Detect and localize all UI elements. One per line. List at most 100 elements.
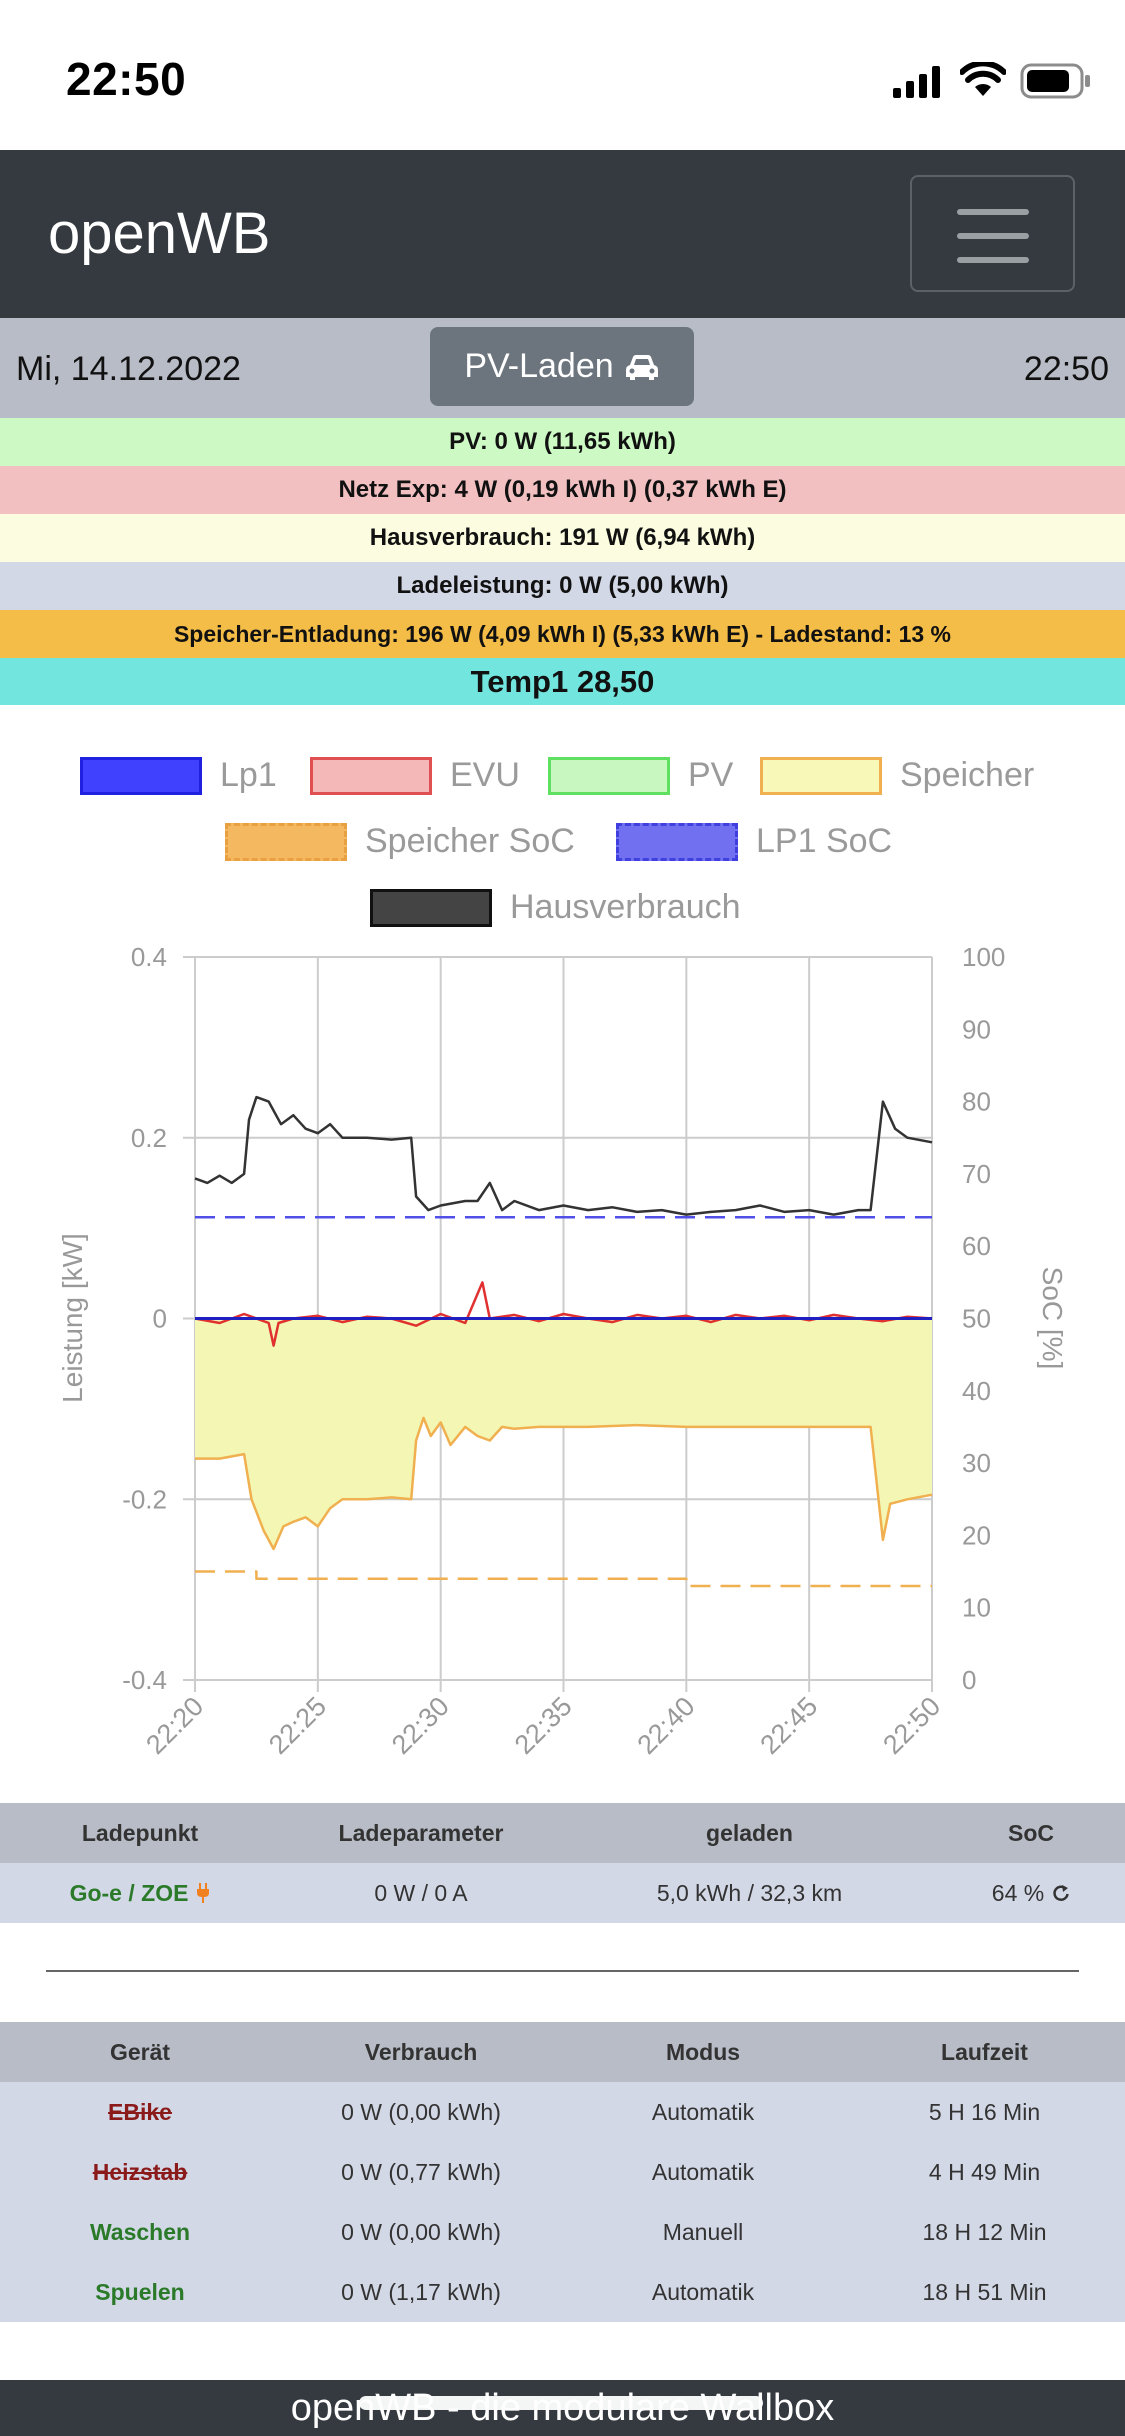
geraete-table-header: Gerät Verbrauch Modus Laufzeit — [0, 2022, 1125, 2082]
y-axis-label: Leistung [kW] — [57, 1233, 88, 1403]
verbrauch-cell: 0 W (1,17 kWh) — [341, 2278, 501, 2305]
verbrauch-cell: 0 W (0,77 kWh) — [341, 2158, 501, 2185]
x-tick-label: 22:35 — [509, 1691, 578, 1760]
legend-swatch-lp1-soc — [616, 822, 738, 861]
y2-tick-label: 80 — [962, 1087, 991, 1117]
verbrauch-cell: 0 W (0,00 kWh) — [341, 2098, 501, 2125]
y2-tick-label: 10 — [962, 1593, 991, 1623]
wifi-icon — [960, 62, 1006, 96]
legend-label: LP1 SoC — [756, 822, 893, 860]
legend-item-hausverbrauch[interactable]: Hausverbrauch — [370, 888, 741, 927]
geraet-name-cell[interactable]: EBike — [108, 2098, 172, 2125]
geraet-name-cell[interactable]: Heizstab — [92, 2158, 188, 2185]
geladen-cell: 5,0 kWh / 32,3 km — [656, 1879, 843, 1906]
legend-swatch-pv — [548, 756, 670, 795]
col-header-geladen: geladen — [706, 1819, 793, 1846]
y2-tick-label: 40 — [962, 1376, 991, 1406]
legend-label: Hausverbrauch — [510, 888, 741, 926]
legend-item-lp1-soc[interactable]: LP1 SoC — [616, 822, 892, 861]
col-header-verbrauch: Verbrauch — [364, 2038, 478, 2065]
status-clock: 22:50 — [66, 53, 187, 105]
soc-value: 64 % — [991, 1879, 1045, 1906]
legend-label: Lp1 — [220, 756, 277, 794]
ladeleistung-info-row: Ladeleistung: 0 W (5,00 kWh) — [0, 562, 1125, 610]
speicher-info-row: Speicher-Entladung: 196 W (4,09 kWh I) (… — [0, 610, 1125, 658]
status-bar: 22:50 — [0, 0, 1125, 150]
ladeparameter-cell: 0 W / 0 A — [374, 1879, 468, 1906]
brand-logo[interactable]: openWB — [48, 201, 271, 266]
home-indicator[interactable] — [359, 2396, 763, 2410]
y-tick-label: -0.4 — [122, 1665, 167, 1695]
legend-label: Speicher — [900, 756, 1035, 794]
legend-item-lp1[interactable]: Lp1 — [80, 756, 277, 795]
laufzeit-cell: 18 H 12 Min — [922, 2218, 1047, 2245]
netz-info-row: Netz Exp: 4 W (0,19 kWh I) (0,37 kWh E) — [0, 466, 1125, 514]
car-icon — [625, 354, 658, 380]
hamburger-menu-button[interactable] — [910, 175, 1075, 292]
soc-cell: 64 % — [937, 1863, 1125, 1923]
x-tick-label: 22:20 — [140, 1691, 209, 1760]
y2-tick-label: 0 — [962, 1665, 976, 1695]
series-line-hausverbrauch — [194, 1095, 933, 1216]
hamburger-bar — [957, 257, 1029, 263]
refresh-icon[interactable] — [1052, 1884, 1070, 1902]
col-header-ladeparameter: Ladeparameter — [338, 1819, 504, 1846]
modus-cell: Automatik — [651, 2278, 755, 2305]
modus-cell: Automatik — [651, 2098, 755, 2125]
legend-swatch-evu — [310, 756, 432, 795]
x-tick-label: 22:45 — [754, 1691, 823, 1760]
y-tick-label: -0.2 — [122, 1484, 167, 1514]
y2-tick-label: 90 — [962, 1014, 991, 1044]
plug-icon — [197, 1883, 210, 1903]
divider — [46, 1970, 1079, 1972]
hamburger-icon — [957, 209, 1029, 215]
laufzeit-cell: 5 H 16 Min — [928, 2098, 1041, 2125]
laufzeit-cell: 4 H 49 Min — [928, 2158, 1041, 2185]
navbar: openWB — [0, 150, 1125, 318]
y-tick-label: 0 — [153, 1304, 167, 1334]
legend-item-pv[interactable]: PV — [548, 756, 733, 795]
y-axis-ticks: 0.4 0.2 0 -0.2 -0.4 — [122, 942, 167, 1695]
col-header-soc: SoC — [1008, 1819, 1054, 1846]
table-row[interactable]: Spuelen 0 W (1,17 kWh) Automatik 18 H 51 Mi… — [0, 2262, 1125, 2322]
col-header-modus: Modus — [665, 2038, 741, 2065]
x-tick-label: 22:50 — [877, 1691, 946, 1760]
series-area-speicher — [195, 1318, 932, 1549]
charge-mode-button[interactable]: PV-Laden — [430, 327, 694, 406]
y2-tick-label: 50 — [962, 1304, 991, 1334]
ladepunkt-name-cell[interactable]: Go-e / ZOE — [0, 1863, 280, 1923]
legend-label: EVU — [450, 756, 520, 794]
table-row[interactable]: Waschen 0 W (0,00 kWh) Manuell 18 H 12 Min — [0, 2202, 1125, 2262]
legend-swatch-speicher-soc — [225, 822, 347, 861]
ladepunkt-table-header: Ladepunkt Ladeparameter geladen SoC — [0, 1803, 1125, 1863]
table-row[interactable]: Go-e / ZOE 0 W / 0 A 5,0 kWh / 32,3 km 6… — [0, 1863, 1125, 1923]
table-row[interactable]: EBike 0 W (0,00 kWh) Automatik 5 H 16 Min — [0, 2082, 1125, 2142]
legend-item-evu[interactable]: EVU — [310, 756, 520, 795]
geraet-name-cell[interactable]: Waschen — [89, 2218, 191, 2245]
y-tick-label: 0.4 — [131, 942, 167, 972]
series-line-speicher-soc — [195, 1570, 932, 1588]
series-line-speicher — [195, 1416, 933, 1551]
verbrauch-cell: 0 W (0,00 kWh) — [341, 2218, 501, 2245]
geraet-name-cell[interactable]: Spuelen — [95, 2278, 185, 2305]
legend-label: PV — [688, 756, 734, 794]
ladepunkt-name: Go-e / ZOE — [69, 1879, 189, 1906]
legend-item-speicher-soc[interactable]: Speicher SoC — [225, 822, 575, 861]
hamburger-bar — [957, 233, 1029, 239]
modus-cell: Automatik — [651, 2158, 755, 2185]
current-date: Mi, 14.12.2022 — [16, 350, 241, 388]
temp-info-row: Temp1 28,50 — [0, 658, 1125, 705]
col-header-laufzeit: Laufzeit — [941, 2038, 1028, 2065]
pv-info-row: PV: 0 W (11,65 kWh) — [0, 418, 1125, 466]
legend-swatch-hausverbrauch — [370, 888, 492, 927]
hausverbrauch-info-row: Hausverbrauch: 191 W (6,94 kWh) — [0, 514, 1125, 562]
y2-axis-label: SoC [%] — [1037, 1267, 1068, 1370]
legend-swatch-speicher — [760, 756, 882, 795]
y2-tick-label: 30 — [962, 1448, 991, 1478]
legend-item-speicher[interactable]: Speicher — [760, 756, 1034, 795]
y2-tick-label: 20 — [962, 1520, 991, 1550]
laufzeit-cell: 18 H 51 Min — [922, 2278, 1047, 2305]
y2-tick-label: 100 — [962, 942, 1005, 972]
table-row[interactable]: Heizstab 0 W (0,77 kWh) Automatik 4 H 49 Mi… — [0, 2142, 1125, 2202]
